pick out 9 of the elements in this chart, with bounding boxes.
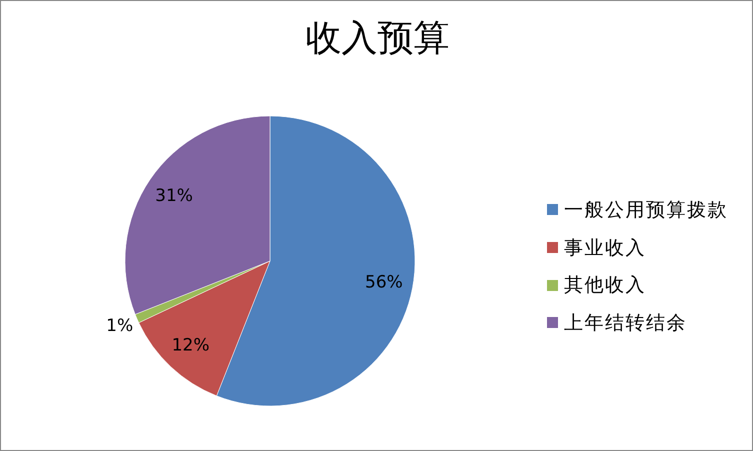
- legend-label: 其他收入: [564, 273, 646, 298]
- data-label: 56%: [365, 272, 403, 293]
- chart-title: 收入预算: [304, 17, 450, 61]
- data-label: 31%: [155, 186, 193, 206]
- legend-label: 一般公用预算拨款: [564, 198, 728, 223]
- legend-label: 事业收入: [564, 236, 646, 261]
- data-label: 1%: [106, 316, 134, 336]
- data-label: 12%: [172, 336, 210, 356]
- legend-label: 上年结转结余: [564, 310, 687, 336]
